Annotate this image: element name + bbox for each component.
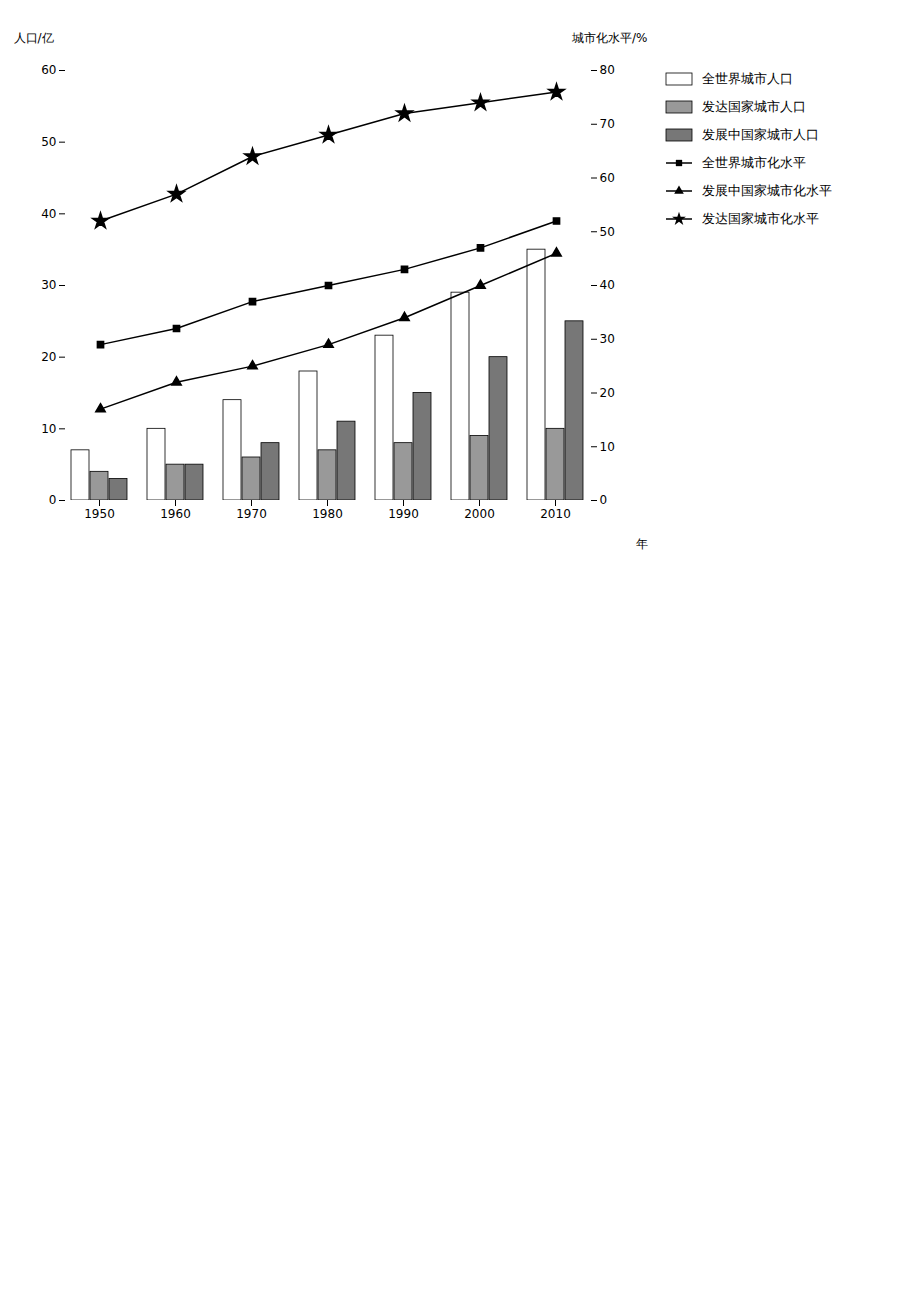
svg-text:1950: 1950 [84,507,115,521]
html-text:发展中国家城市化水平: 发展中国家城市化水平 [702,183,832,198]
svg-text:10: 10 [600,440,615,454]
svg-text:1970: 1970 [236,507,267,521]
svg-text:30: 30 [41,278,56,292]
svg-text:40: 40 [41,207,56,221]
svg-text:60: 60 [41,63,56,77]
html-text:全世界城市化水平: 全世界城市化水平 [702,155,806,170]
svg-text:40: 40 [600,278,615,292]
svg-text:50: 50 [41,135,56,149]
svg-text:20: 20 [41,350,56,364]
svg-text:0: 0 [49,493,57,507]
svg-text:年: 年 [636,537,648,551]
html-text:发展中国家城市人口: 发展中国家城市人口 [702,127,819,142]
svg-text:人口/亿: 人口/亿 [14,31,54,45]
svg-text:1980: 1980 [312,507,343,521]
svg-text:1990: 1990 [388,507,419,521]
svg-text:20: 20 [600,386,615,400]
svg-text:10: 10 [41,422,56,436]
svg-text:80: 80 [600,63,615,77]
svg-text:0: 0 [600,493,608,507]
svg-text:2000: 2000 [464,507,495,521]
html-text:发达国家城市化水平: 发达国家城市化水平 [702,211,819,226]
svg-text:60: 60 [600,171,615,185]
svg-text:2010: 2010 [540,507,571,521]
html-text:发达国家城市人口: 发达国家城市人口 [702,99,806,114]
html-text:全世界城市人口: 全世界城市人口 [702,71,793,86]
svg-text:30: 30 [600,332,615,346]
svg-text:70: 70 [600,117,615,131]
svg-text:50: 50 [600,225,615,239]
svg-text:1960: 1960 [160,507,191,521]
svg-text:城市化水平/%: 城市化水平/% [571,31,647,45]
